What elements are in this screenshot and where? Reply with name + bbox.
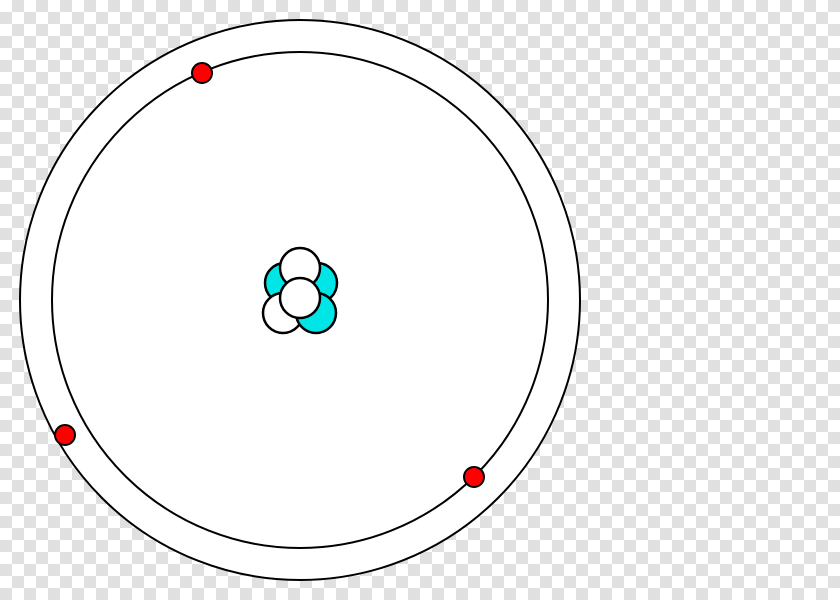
electron xyxy=(55,425,75,445)
atom-diagram xyxy=(0,0,840,605)
nucleus-particle xyxy=(280,278,320,318)
atom-svg xyxy=(0,0,840,600)
electron xyxy=(192,63,212,83)
electron xyxy=(464,467,484,487)
